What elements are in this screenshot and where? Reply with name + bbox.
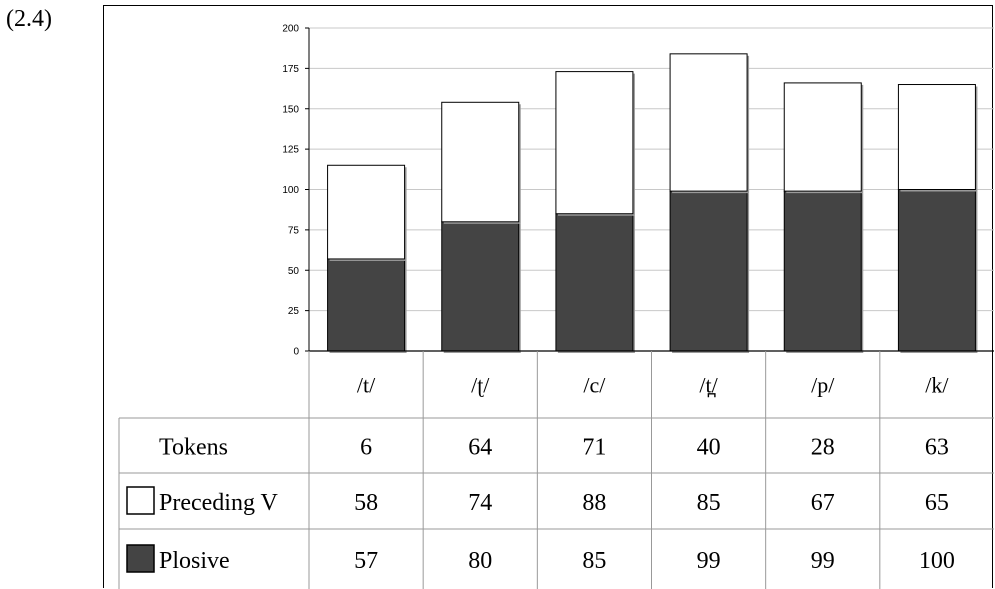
- bar-plosive-0: [327, 258, 406, 352]
- bar-plosive-4: [783, 190, 862, 352]
- data-table: /t/ /ʈ/ /c/ /t̪/ /p/ /k/Tokens 6 64 71 40 28 63 Prec…: [118, 351, 994, 589]
- table-cell: 63: [925, 435, 949, 461]
- category-label: /p/: [811, 373, 835, 398]
- table-cell: 40: [697, 435, 721, 461]
- y-tick-label: 25: [288, 306, 300, 317]
- bar-plosive-1: [441, 221, 520, 352]
- row-label: Preceding V: [159, 490, 279, 516]
- example-number: (2.4): [6, 6, 52, 32]
- row-label: Tokens: [159, 435, 228, 461]
- table-cell: 6: [360, 435, 372, 461]
- table-cell: 99: [697, 548, 721, 574]
- category-label: /ʈ/: [471, 373, 490, 398]
- y-tick-label: 200: [282, 24, 299, 35]
- table-cell: 85: [697, 490, 721, 516]
- bar-plosive-2: [555, 213, 634, 352]
- table-cell: 80: [468, 548, 492, 574]
- stacked-bar-chart: 0 25 50 75 100 125 150 175 200/t/ /ʈ/ /c/ /t̪/ /p/ /k…: [118, 24, 994, 589]
- chart-frame: 0 25 50 75 100 125 150 175 200/t/ /ʈ/ /c/ /t̪/ /p/ /k…: [103, 5, 994, 589]
- y-tick-label: 125: [282, 145, 299, 156]
- table-cell: 58: [354, 490, 378, 516]
- y-tick-label: 75: [288, 225, 300, 236]
- category-label: /t̪/: [699, 373, 718, 398]
- table-cell: 74: [468, 490, 492, 516]
- table-cell: 57: [354, 548, 378, 574]
- y-tick-label: 175: [282, 64, 299, 75]
- legend-swatch: [126, 544, 155, 573]
- bar-plosive-5: [897, 189, 976, 352]
- category-label: /t/: [357, 373, 376, 398]
- bar-preceding-v-4: [783, 82, 862, 192]
- table-cell: 99: [811, 548, 835, 574]
- bar-preceding-v-1: [441, 101, 520, 223]
- table-cell: 88: [582, 490, 606, 516]
- bar-preceding-v-2: [555, 71, 634, 215]
- row-label: Plosive: [159, 548, 230, 574]
- bar-plosive-3: [669, 190, 748, 352]
- table-cell: 85: [582, 548, 606, 574]
- y-tick-label: 100: [282, 185, 299, 196]
- category-label: /k/: [925, 373, 949, 398]
- table-cell: 65: [925, 490, 949, 516]
- y-tick-label: 50: [288, 266, 300, 277]
- table-cell: 67: [811, 490, 835, 516]
- legend-swatch: [126, 486, 155, 515]
- table-cell: 64: [468, 435, 492, 461]
- category-label: /c/: [583, 373, 606, 398]
- table-cell: 71: [582, 435, 606, 461]
- bars: [327, 53, 978, 353]
- bar-preceding-v-0: [327, 164, 406, 260]
- table-cell: 28: [811, 435, 835, 461]
- table-cell: 100: [919, 548, 955, 574]
- gridlines: [309, 27, 994, 352]
- bar-preceding-v-5: [897, 84, 976, 190]
- y-tick-label: 150: [282, 104, 299, 115]
- bar-preceding-v-3: [669, 53, 748, 192]
- y-tick-label: 0: [293, 347, 299, 358]
